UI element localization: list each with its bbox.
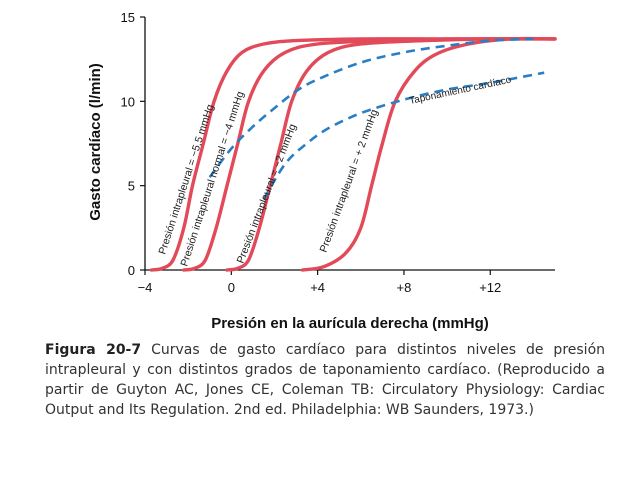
tamponade-curve-4 <box>208 37 534 178</box>
y-tick-label: 0 <box>128 263 135 278</box>
pressure-curve-3 <box>300 36 557 272</box>
pressure-curve-1 <box>182 37 557 272</box>
figure-caption: Figura 20-7 Curvas de gasto cardíaco par… <box>45 340 605 420</box>
tamponade-curve-5 <box>262 71 545 200</box>
curve-label-taponamiento: Taponamiento cardíaco <box>408 74 512 106</box>
y-tick-label: 10 <box>121 94 135 109</box>
pressure-curve-0 <box>149 37 557 272</box>
figure-label: Figura 20-7 <box>45 342 142 358</box>
x-tick-label: −4 <box>138 280 153 295</box>
y-tick-label: 5 <box>128 179 135 194</box>
y-axis-label: Gasto cardíaco (l/min) <box>87 63 104 221</box>
curve-labels: Presión intrapleural = −5,5 mmHg Presión… <box>156 74 512 267</box>
x-tick-label: +12 <box>479 280 501 295</box>
curve-label-minus-2: Presión intrapleural = −2 mmHg <box>235 122 299 265</box>
pressure-curve-2 <box>225 37 557 272</box>
x-axis-label: Presión en la aurícula derecha (mmHg) <box>211 315 489 332</box>
x-tick-label: +8 <box>397 280 412 295</box>
x-tick-label: +4 <box>310 280 325 295</box>
caption-text: Curvas de gasto cardíaco para distintos … <box>45 342 606 418</box>
curves <box>149 36 557 272</box>
y-tick-label: 15 <box>121 10 135 25</box>
x-tick-label: 0 <box>228 280 235 295</box>
